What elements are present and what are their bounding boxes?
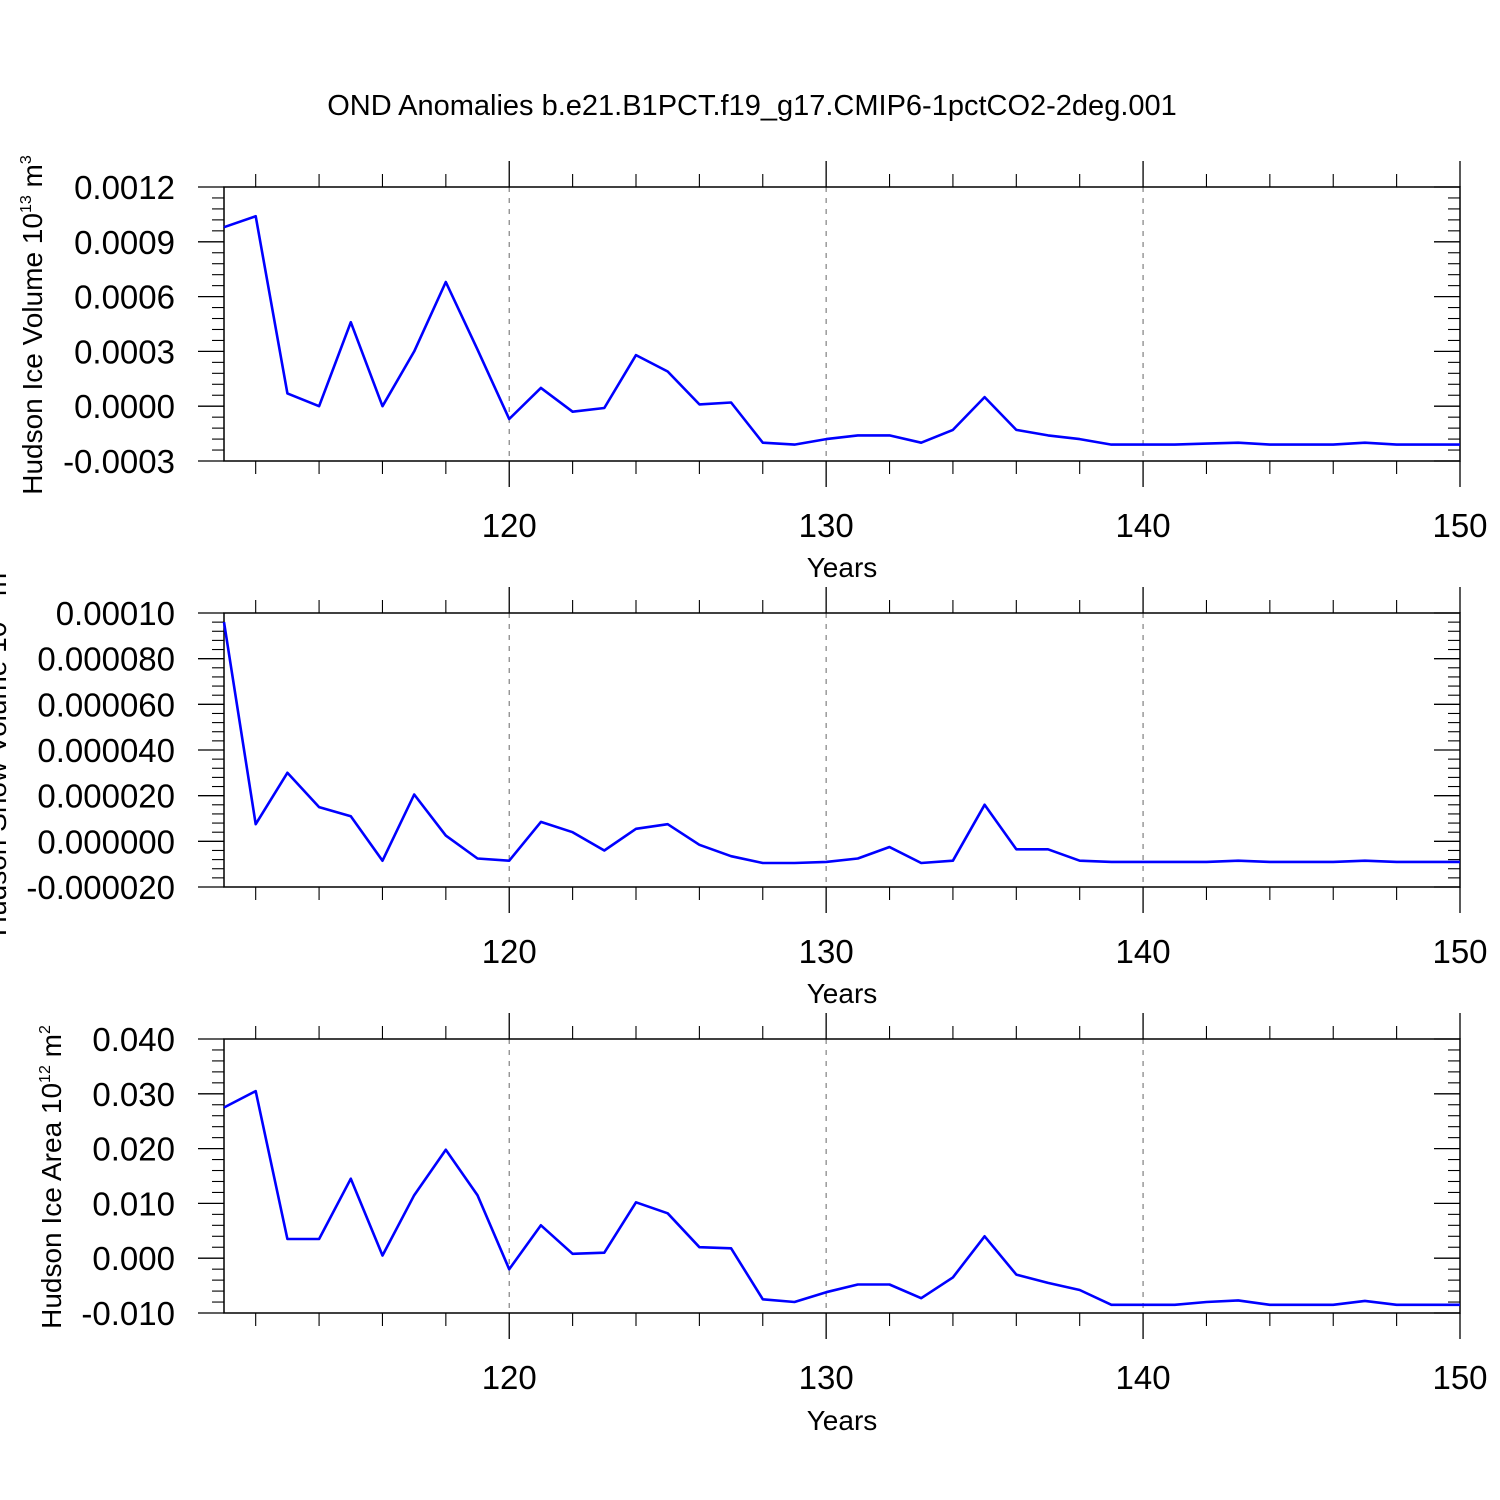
plot-frame	[223, 1038, 1461, 1314]
y-tick-label: 0.000	[92, 1240, 175, 1277]
x-tick-label: 140	[1116, 933, 1171, 970]
y-tick-label: 0.0006	[74, 279, 175, 316]
x-tick-label: 120	[482, 507, 537, 544]
y-tick-label: -0.0003	[63, 443, 175, 480]
y-tick-label: 0.000000	[37, 823, 175, 860]
y-tick-label: 0.000040	[37, 732, 175, 769]
y-tick-label: 0.000080	[37, 641, 175, 678]
y-tick-label: 0.0000	[74, 388, 175, 425]
y-tick-label: 0.0009	[74, 224, 175, 261]
x-axis-label: Years	[807, 1405, 878, 1436]
y-axis-label: Hudson Ice Area 1012 m2	[36, 1025, 67, 1329]
series-line	[223, 1089, 1460, 1307]
x-axis-label: Years	[807, 978, 878, 1009]
x-tick-label: 130	[799, 933, 854, 970]
y-tick-label: -0.010	[81, 1295, 175, 1332]
plot-frame	[223, 186, 1461, 462]
x-tick-label: 140	[1116, 507, 1171, 544]
x-tick-label: 130	[799, 507, 854, 544]
y-tick-label: 0.0003	[74, 333, 175, 370]
panel-ice-area: Hudson Ice Area 1012 m2 Years 120 130 140 1…	[36, 1013, 1488, 1436]
y-tick-label: 0.010	[92, 1185, 175, 1222]
x-tick-label: 120	[482, 933, 537, 970]
panel-snow-volume: Hudson Snow Volume 1013 m3 Years 120 130 1…	[0, 564, 1488, 1009]
y-tick-label: 0.0012	[74, 169, 175, 206]
x-tick-label: 120	[482, 1359, 537, 1396]
y-axis-label: Hudson Ice Volume 1013 m3	[17, 155, 48, 495]
y-tick-label: 0.00010	[56, 595, 175, 632]
series-line	[223, 214, 1460, 446]
y-tick-label: -0.000020	[26, 869, 175, 906]
y-tick-label: 0.030	[92, 1076, 175, 1113]
x-axis-label: Years	[807, 552, 878, 583]
x-tick-label: 130	[799, 1359, 854, 1396]
series-line	[222, 621, 1460, 865]
figure-title: OND Anomalies b.e21.B1PCT.f19_g17.CMIP6-…	[327, 90, 1177, 122]
y-tick-label: 0.000020	[37, 778, 175, 815]
x-tick-label: 140	[1116, 1359, 1171, 1396]
x-tick-label: 150	[1432, 933, 1487, 970]
y-tick-label: 0.040	[92, 1021, 175, 1058]
x-tick-label: 150	[1432, 507, 1487, 544]
y-tick-label: 0.020	[92, 1131, 175, 1168]
panel-ice-volume: Hudson Ice Volume 1013 m3 Years 120 130 14…	[17, 155, 1488, 583]
y-tick-label: 0.000060	[37, 686, 175, 723]
y-axis-label: Hudson Snow Volume 1013 m3	[0, 564, 12, 936]
plot-frame	[223, 612, 1461, 888]
x-tick-label: 150	[1432, 1359, 1487, 1396]
